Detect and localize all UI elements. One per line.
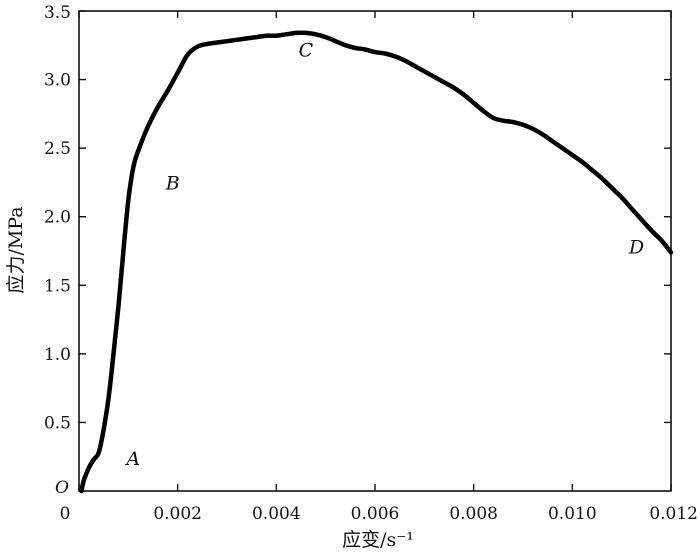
x-axis-label: 应变/s⁻¹ (342, 529, 414, 551)
y-axis-label: 应力/MPa (5, 206, 27, 293)
x-tick-label: 0.004 (252, 504, 301, 524)
point-label-d: D (628, 237, 644, 259)
y-axis: 0.5 1.0 1.5 2.0 2.5 3.0 3.5 (44, 3, 671, 433)
point-label-a: A (124, 448, 140, 470)
y-tick-label: 2.5 (44, 139, 71, 159)
y-tick-label: 3.5 (44, 3, 71, 23)
x-tick-label: 0.010 (548, 504, 597, 524)
y-tick-label: 1.5 (44, 276, 71, 296)
x-tick-label: 0.008 (449, 504, 498, 524)
x-tick-label: 0 (60, 504, 71, 524)
point-annotations: A B C D (124, 39, 644, 470)
y-tick-label: 1.0 (44, 345, 71, 365)
origin-label: O (55, 478, 69, 498)
x-tick-label: 0.012 (649, 504, 698, 524)
stress-strain-curve (79, 30, 674, 494)
x-axis: 0 0.002 0.004 0.006 0.008 0.010 0.012 (60, 11, 698, 524)
x-tick-label: 0.006 (351, 504, 400, 524)
y-tick-label: 0.5 (44, 413, 71, 433)
point-label-c: C (299, 39, 314, 61)
x-tick-label: 0.002 (153, 504, 202, 524)
point-label-b: B (165, 172, 180, 194)
y-tick-label: 3.0 (44, 71, 71, 91)
plot-frame (78, 10, 672, 492)
y-tick-label: 2.0 (44, 208, 71, 228)
